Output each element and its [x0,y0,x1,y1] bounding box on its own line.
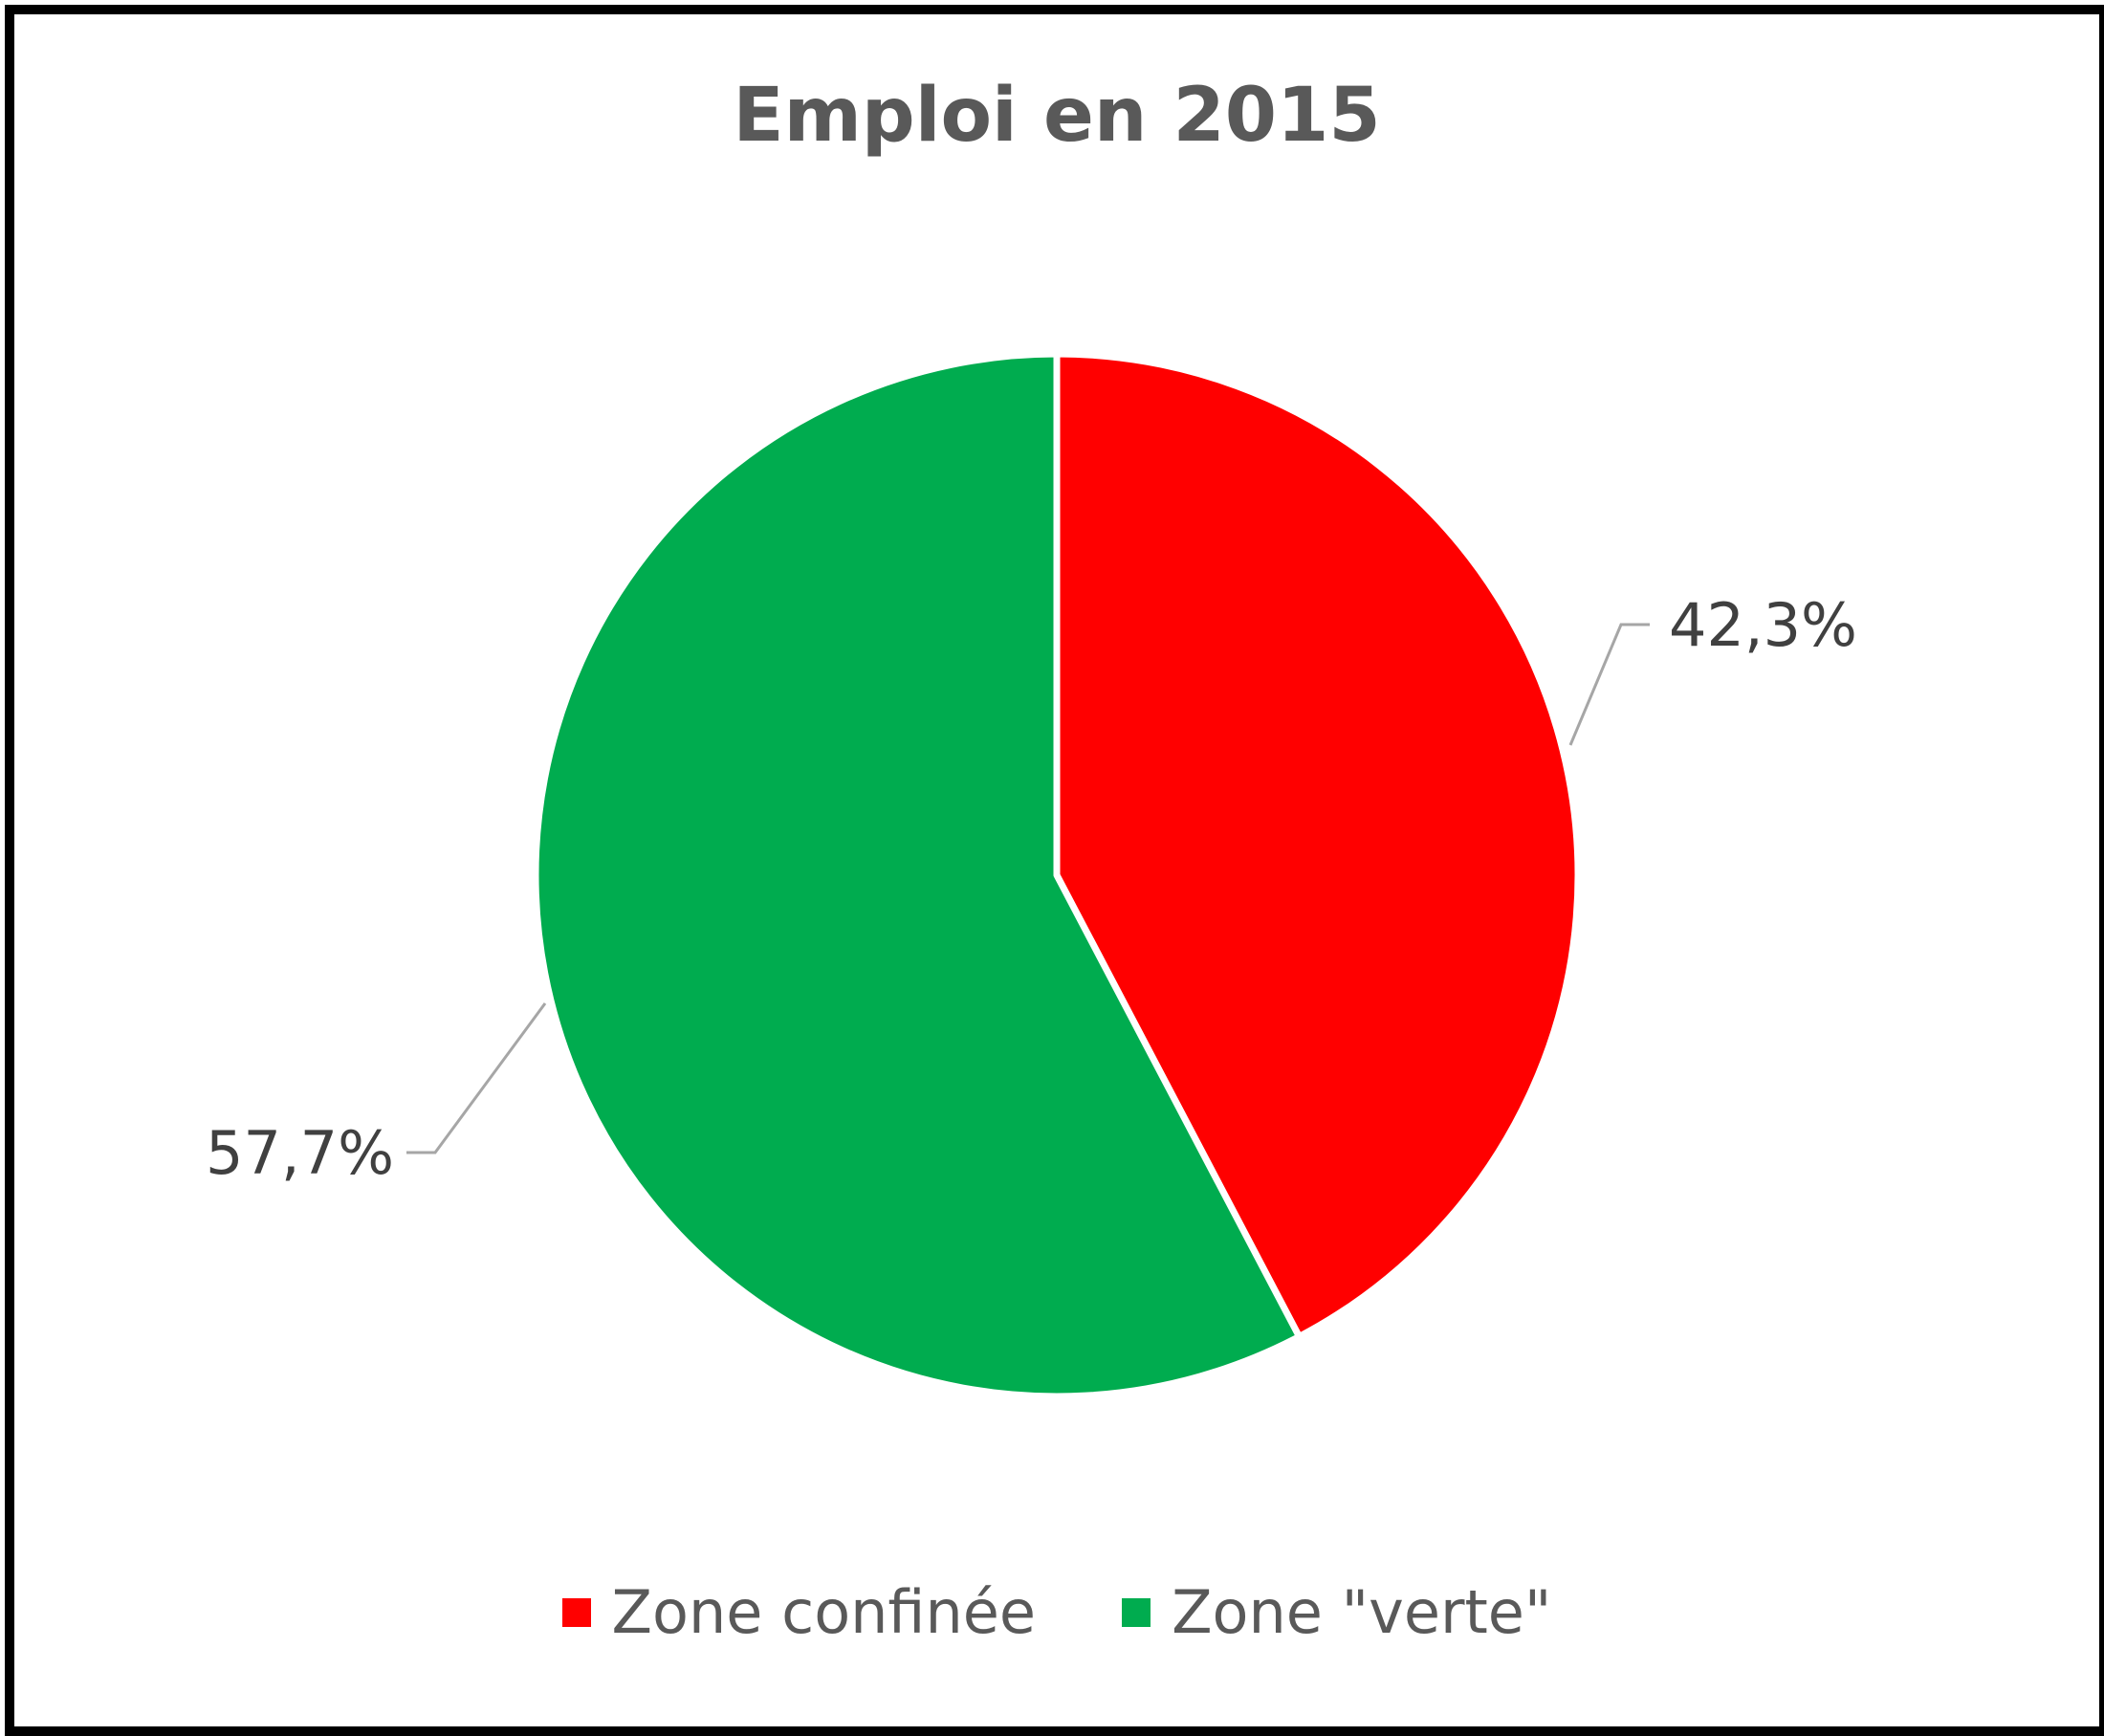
legend-swatch-zone-confinee [561,1598,591,1627]
legend-label-zone-verte: Zone "verte" [1172,1577,1552,1647]
pie-chart: 42,3% 57,7% [206,350,1857,1400]
legend-item-zone-confinee: Zone confinée [561,1577,1037,1647]
legend-item-zone-verte: Zone "verte" [1122,1583,1551,1642]
legend-label-zone-confinee: Zone confinée [611,1577,1037,1647]
pie-slice-zone-verte [532,350,1304,1400]
chart-frame: Emploi en 2015 42,3% 57,7% Zone confinée … [5,5,2104,1736]
data-label-zone-verte: 57,7% [206,1118,394,1188]
pie-slice-zone-confinee [1053,350,1582,1340]
data-label-zone-confinee: 42,3% [1669,590,1857,660]
leader-line-1 [406,1002,547,1154]
leader-line-0 [1568,623,1650,746]
legend: Zone confinée Zone "verte" [14,1583,2099,1642]
chart-title: Emploi en 2015 [733,73,1381,159]
legend-swatch-zone-verte [1122,1598,1151,1627]
